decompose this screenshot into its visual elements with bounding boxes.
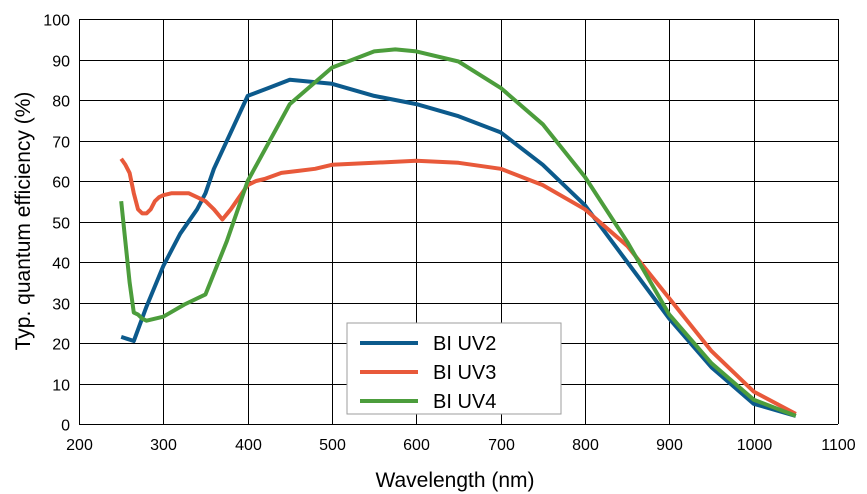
x-tick-label: 800 xyxy=(572,437,599,454)
y-tick-label: 60 xyxy=(52,175,70,192)
legend-label-3: BI UV4 xyxy=(433,391,496,413)
grid-lines xyxy=(79,19,839,425)
series-line-2 xyxy=(119,157,797,416)
legend-label-2: BI UV3 xyxy=(433,362,496,384)
series-line-1 xyxy=(120,77,797,418)
series-lines xyxy=(119,47,797,418)
y-tick-label: 70 xyxy=(52,135,70,152)
series-line-3 xyxy=(119,47,797,418)
y-tick-label: 40 xyxy=(52,256,70,273)
y-axis-title: Typ. quantum efficiency (%) xyxy=(12,92,35,351)
y-tick-label: 90 xyxy=(52,54,70,71)
legend-label-1: BI UV2 xyxy=(433,333,496,355)
y-tick-label: 20 xyxy=(52,337,70,354)
x-tick-label: 200 xyxy=(66,437,93,454)
y-tick-labels: 0 10 20 30 40 50 60 70 80 90 100 xyxy=(43,13,70,435)
x-tick-labels: 200 300 400 500 600 700 800 900 1000 1100 xyxy=(66,437,856,454)
x-tick-label: 400 xyxy=(235,437,262,454)
x-tick-label: 1000 xyxy=(737,437,773,454)
y-tick-label: 100 xyxy=(43,13,70,30)
x-axis-title: Wavelength (nm) xyxy=(375,469,534,492)
y-tick-label: 10 xyxy=(52,378,70,395)
x-tick-label: 500 xyxy=(319,437,346,454)
x-tick-label: 900 xyxy=(656,437,683,454)
x-tick-label: 300 xyxy=(150,437,177,454)
y-tick-label: 30 xyxy=(52,297,70,314)
x-tick-label: 600 xyxy=(403,437,430,454)
y-tick-label: 0 xyxy=(61,418,70,435)
x-tick-label: 1100 xyxy=(821,437,856,454)
legend-box xyxy=(346,322,562,415)
y-tick-label: 50 xyxy=(52,216,70,233)
legend: BI UV2 BI UV3 BI UV4 xyxy=(346,322,562,415)
y-tick-label: 80 xyxy=(52,94,70,111)
x-tick-label: 700 xyxy=(488,437,515,454)
